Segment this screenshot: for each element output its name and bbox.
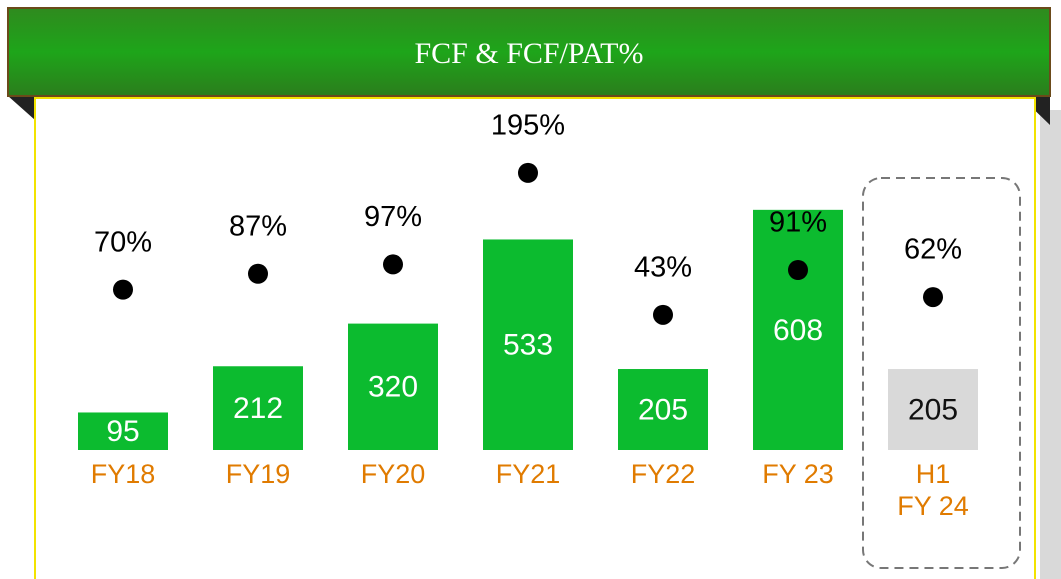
- x-tick-label: FY21: [495, 459, 561, 489]
- highlight-box: [862, 177, 1021, 569]
- x-tick-label: H1 FY 24: [897, 459, 969, 521]
- bar-label: 212: [233, 392, 283, 425]
- dot-label: 43%: [634, 251, 692, 283]
- x-tick-label: FY19: [225, 459, 291, 489]
- x-tick-label: FY 23: [762, 459, 834, 489]
- bar: [618, 369, 708, 450]
- dot: [518, 162, 538, 183]
- dot-label: 91%: [769, 207, 827, 239]
- x-tick-label: FY22: [630, 459, 696, 489]
- header-banner: [7, 7, 1051, 97]
- dot-label: 195%: [491, 110, 565, 142]
- shadow-panel: [1040, 110, 1061, 579]
- dot-label: 70%: [94, 226, 152, 258]
- dot: [788, 260, 808, 281]
- x-tick-label: FY18: [90, 459, 156, 489]
- corner: [8, 96, 35, 120]
- dot: [383, 254, 403, 275]
- bar-label: 320: [368, 371, 418, 404]
- dot-label: 62%: [904, 234, 962, 266]
- bar-label: 205: [638, 393, 688, 426]
- chart-title: FCF & FCF/PAT%: [414, 37, 643, 70]
- bar: [348, 323, 438, 450]
- dot-label: 97%: [364, 201, 422, 233]
- bar-label: 205: [908, 393, 958, 426]
- dot: [923, 287, 943, 308]
- bar: [888, 369, 978, 450]
- dot: [113, 279, 133, 300]
- dot-label: 87%: [229, 210, 287, 242]
- dot: [248, 263, 268, 284]
- bar-label: 608: [773, 314, 823, 347]
- bar: [213, 366, 303, 450]
- bar: [753, 209, 843, 450]
- bar-label: 95: [106, 415, 139, 448]
- x-tick-label: FY20: [360, 459, 426, 489]
- bar: [78, 412, 168, 450]
- bar: [483, 239, 573, 450]
- dot: [653, 304, 673, 325]
- bar-label: 533: [503, 329, 553, 362]
